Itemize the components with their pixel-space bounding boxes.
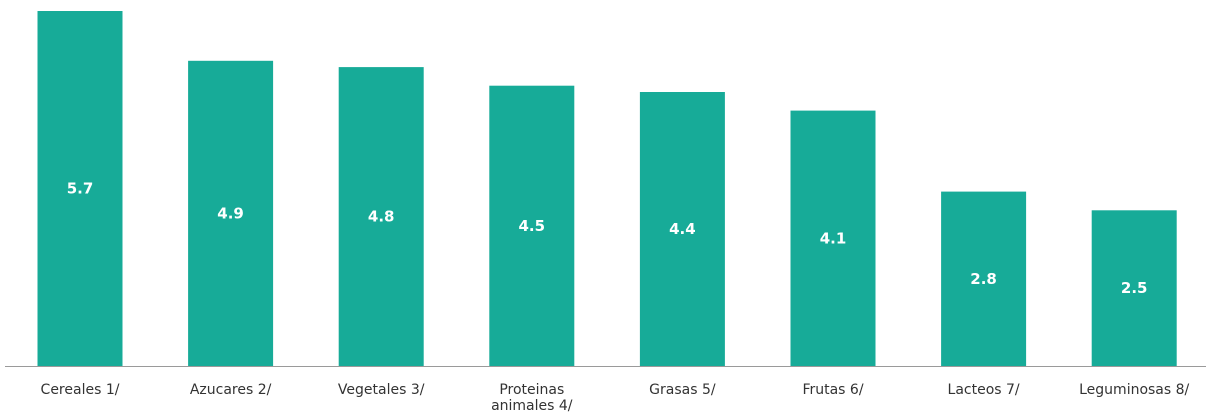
x-tick-label-line: Azucares 2/ [190,382,272,398]
x-tick-label-line: Cereales 1/ [41,382,120,398]
bar [188,60,274,367]
bar-value-label: 2.8 [970,270,997,288]
bar-value-label: 4.9 [217,204,244,222]
x-tick-label: Frutas 6/ [802,382,863,398]
x-tick-label: Azucares 2/ [190,382,272,398]
x-tick-label-line: animales 4/ [491,398,573,414]
bar [1091,210,1177,366]
bars-group: 5.7 4.9 4.8 4.5 4.4 4.1 2.8 2.5 [37,11,1177,367]
bar-value-label: 4.1 [820,229,847,247]
bar-value-label: 4.5 [519,217,546,235]
x-tick-label: Proteinas animales 4/ [491,382,573,414]
bar-value-label: 4.4 [669,220,696,238]
bar [639,92,725,366]
bar-value-label: 5.7 [67,180,94,198]
x-tick-label: Lacteos 7/ [948,382,1020,398]
bar-value-label: 2.5 [1121,279,1148,297]
x-tick-label-line: Lacteos 7/ [948,382,1020,398]
x-tick-label-line: Grasas 5/ [649,382,716,398]
x-tick-label: Vegetales 3/ [338,382,425,398]
bar [941,191,1027,366]
bar [489,85,575,366]
bar [790,110,876,366]
x-tick-label-line: Proteinas [499,382,564,398]
x-tick-label: Cereales 1/ [41,382,120,398]
x-tick-label: Grasas 5/ [649,382,716,398]
bar [338,67,424,366]
x-tick-label: Leguminosas 8/ [1079,382,1189,398]
x-tick-labels: Cereales 1/Azucares 2/Vegetales 3/Protei… [41,382,1190,414]
bar [37,11,123,366]
x-tick-label-line: Leguminosas 8/ [1079,382,1189,398]
x-tick-label-line: Vegetales 3/ [338,382,425,398]
x-tick-label-line: Frutas 6/ [802,382,863,398]
bar-value-label: 4.8 [368,208,395,226]
